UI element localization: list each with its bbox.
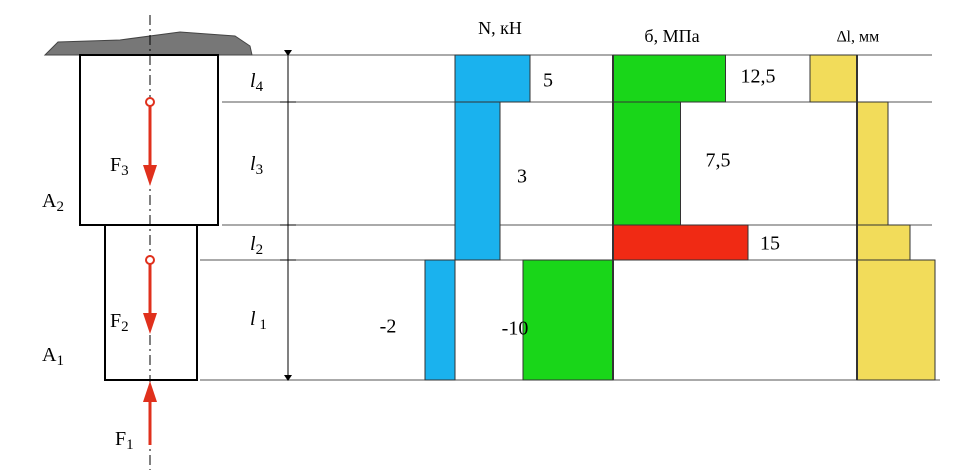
force-label: F2 bbox=[110, 310, 129, 336]
sigma-value: 15 bbox=[760, 233, 780, 255]
dl-diagram bbox=[809, 54, 936, 381]
sigma-value: -10 bbox=[502, 318, 529, 340]
letter: l bbox=[250, 153, 256, 175]
force-label: F1 bbox=[115, 428, 134, 454]
n-bar bbox=[454, 54, 531, 103]
subscript: 4 bbox=[256, 79, 264, 95]
subscript: 2 bbox=[121, 319, 129, 335]
subscript: 3 bbox=[256, 162, 264, 178]
letter: l bbox=[250, 308, 256, 330]
subscript: 1 bbox=[256, 317, 267, 333]
n-value: 5 bbox=[543, 70, 553, 92]
subscript: 2 bbox=[256, 242, 264, 258]
force-label: F3 bbox=[110, 154, 129, 180]
sigma-bar bbox=[612, 54, 726, 103]
letter: A bbox=[42, 344, 57, 366]
subscript: 2 bbox=[56, 199, 64, 215]
sigma-value: 7,5 bbox=[706, 150, 731, 172]
sigma-bar bbox=[612, 101, 681, 226]
n-value: -2 bbox=[380, 316, 397, 338]
area-label: A1 bbox=[42, 344, 64, 370]
letter: F bbox=[115, 428, 126, 450]
subscript: 1 bbox=[56, 353, 64, 369]
dimension-line bbox=[280, 50, 296, 381]
n-value: 3 bbox=[517, 166, 527, 188]
area-label: A2 bbox=[42, 190, 64, 216]
letter: l bbox=[250, 70, 256, 92]
subscript: 1 bbox=[126, 437, 134, 453]
sigma-bar bbox=[612, 224, 749, 261]
sigma-bar bbox=[522, 259, 614, 381]
length-label: l2 bbox=[250, 233, 263, 259]
letter: F bbox=[110, 154, 121, 176]
letter: F bbox=[110, 310, 121, 332]
forces bbox=[143, 97, 157, 445]
sigma-title: б, МПа bbox=[644, 26, 699, 46]
length-label: l3 bbox=[250, 153, 263, 179]
length-label: l 1 bbox=[250, 308, 267, 334]
n-title: N, кН bbox=[478, 18, 522, 38]
letter: A bbox=[42, 190, 57, 212]
n-bar bbox=[454, 101, 501, 261]
dl-title: ∆l, мм bbox=[837, 29, 879, 46]
subscript: 3 bbox=[121, 163, 129, 179]
sigma-value: 12,5 bbox=[741, 66, 776, 88]
n-bar bbox=[424, 259, 456, 381]
support bbox=[43, 31, 253, 56]
letter: l bbox=[250, 233, 256, 255]
length-label: l4 bbox=[250, 70, 264, 96]
